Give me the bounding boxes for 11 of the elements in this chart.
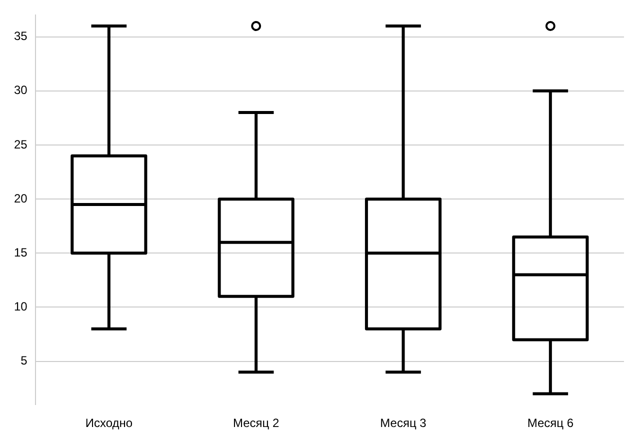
y-tick-label: 20 xyxy=(14,191,28,206)
x-tick-label: Исходно xyxy=(85,416,133,430)
x-tick-label: Месяц 3 xyxy=(380,416,427,430)
y-tick-label: 10 xyxy=(14,300,28,314)
x-tick-label: Месяц 2 xyxy=(233,416,280,430)
y-tick-label: 5 xyxy=(20,354,28,368)
y-tick-label: 35 xyxy=(14,29,28,44)
y-tick-label: 25 xyxy=(14,137,28,152)
y-tick-label: 30 xyxy=(14,83,28,98)
x-tick-label: Месяц 6 xyxy=(527,416,574,430)
y-tick-label: 15 xyxy=(14,245,28,260)
